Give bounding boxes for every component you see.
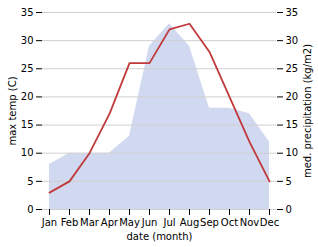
svg-text:10: 10 bbox=[286, 147, 299, 158]
svg-text:30: 30 bbox=[21, 35, 34, 46]
svg-text:15: 15 bbox=[286, 119, 299, 130]
svg-text:Jul: Jul bbox=[162, 217, 175, 228]
svg-text:35: 35 bbox=[21, 7, 34, 18]
svg-text:5: 5 bbox=[27, 176, 33, 187]
svg-text:Sep: Sep bbox=[200, 217, 219, 228]
svg-text:20: 20 bbox=[21, 91, 34, 102]
svg-text:15: 15 bbox=[21, 119, 34, 130]
svg-text:Jan: Jan bbox=[41, 217, 57, 228]
svg-text:10: 10 bbox=[21, 147, 34, 158]
svg-text:0: 0 bbox=[286, 204, 292, 215]
svg-text:max temp (C): max temp (C) bbox=[7, 76, 18, 145]
svg-text:May: May bbox=[119, 217, 140, 228]
svg-text:Dec: Dec bbox=[260, 217, 279, 228]
svg-text:Nov: Nov bbox=[240, 217, 260, 228]
svg-text:med. precipitation (kg/m2): med. precipitation (kg/m2) bbox=[302, 44, 313, 178]
svg-text:Oct: Oct bbox=[221, 217, 238, 228]
svg-text:25: 25 bbox=[21, 63, 34, 74]
svg-text:20: 20 bbox=[286, 91, 299, 102]
svg-text:Mar: Mar bbox=[80, 217, 100, 228]
svg-text:Apr: Apr bbox=[101, 217, 119, 228]
svg-text:30: 30 bbox=[286, 35, 299, 46]
svg-text:Jun: Jun bbox=[141, 217, 158, 228]
svg-text:Aug: Aug bbox=[180, 217, 200, 228]
svg-text:35: 35 bbox=[286, 7, 299, 18]
svg-text:Feb: Feb bbox=[61, 217, 79, 228]
svg-text:0: 0 bbox=[27, 204, 33, 215]
svg-text:25: 25 bbox=[286, 63, 299, 74]
svg-text:5: 5 bbox=[286, 176, 292, 187]
svg-text:date (month): date (month) bbox=[127, 231, 193, 242]
